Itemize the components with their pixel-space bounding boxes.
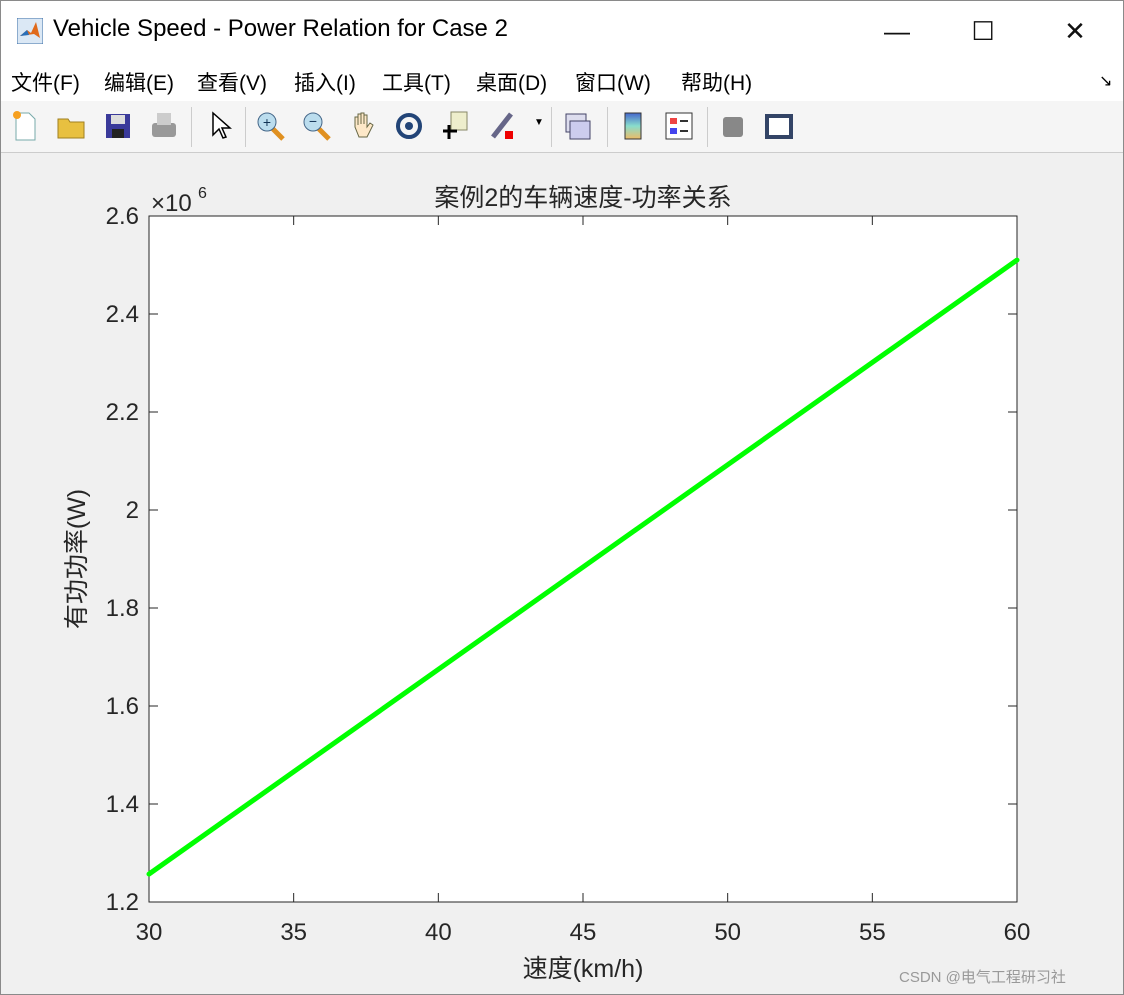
toolbar-separator [191, 107, 192, 147]
y-tick-label: 2.6 [106, 203, 139, 230]
chart-title: 案例2的车辆速度-功率关系 [434, 184, 731, 212]
toolbar-separator [707, 107, 708, 147]
x-tick-label: 30 [136, 919, 163, 946]
toolbar: + − ▼ [1, 101, 1123, 153]
link-plot-icon[interactable] [561, 109, 593, 143]
x-tick-label: 45 [570, 919, 597, 946]
close-button[interactable]: ✕ [1064, 16, 1086, 46]
chart: 30 35 40 45 50 55 60 1.2 1.4 1.6 1.8 2 2.2 2.4 2.6 ×10 6… [63, 184, 1031, 983]
select-arrow-icon[interactable] [205, 109, 237, 143]
dock-arrow-icon[interactable]: ↘ [1099, 73, 1113, 90]
zoom-in-icon[interactable]: + [255, 109, 287, 143]
x-tick-label: 40 [425, 919, 452, 946]
x-tick-label: 50 [714, 919, 741, 946]
open-icon[interactable] [55, 109, 87, 143]
menu-bar: 文件(F) 编辑(E) 查看(V) 插入(I) 工具(T) 桌面(D) 窗口(W… [1, 59, 1123, 101]
show-plot-tools-icon[interactable] [763, 109, 795, 143]
y-tick-label: 2.2 [106, 399, 139, 426]
y-exponent-label: ×10 [151, 190, 192, 217]
menu-insert[interactable]: 插入(I) [294, 72, 356, 95]
menu-window[interactable]: 窗口(W) [575, 72, 651, 95]
x-tick-label: 55 [859, 919, 886, 946]
y-axis-label: 有功功率(W) [63, 489, 91, 629]
pan-hand-icon[interactable] [347, 109, 379, 143]
y-tick-label: 2 [126, 497, 139, 524]
new-figure-icon[interactable] [9, 109, 41, 143]
y-tick-label: 1.8 [106, 595, 139, 622]
svg-text:−: − [309, 113, 317, 129]
y-tick-label: 1.4 [106, 791, 139, 818]
brush-icon[interactable] [487, 109, 519, 143]
colorbar-icon[interactable] [617, 109, 649, 143]
title-bar: Vehicle Speed - Power Relation for Case … [1, 1, 1123, 59]
x-axis-label: 速度(km/h) [523, 955, 644, 983]
maximize-button[interactable]: ☐ [971, 16, 995, 46]
y-tick-label: 2.4 [106, 301, 139, 328]
toolbar-separator [551, 107, 552, 147]
menu-view[interactable]: 查看(V) [197, 72, 267, 95]
save-icon[interactable] [102, 109, 134, 143]
x-tick-label: 35 [280, 919, 307, 946]
menu-tools[interactable]: 工具(T) [382, 72, 451, 95]
y-exponent: 6 [198, 185, 207, 202]
plot-area [148, 215, 1018, 903]
matlab-logo-icon [17, 18, 43, 44]
zoom-out-icon[interactable]: − [301, 109, 333, 143]
menu-desktop[interactable]: 桌面(D) [476, 72, 548, 95]
svg-text:+: + [263, 114, 271, 130]
data-cursor-icon[interactable] [439, 109, 471, 143]
brush-dropdown-icon[interactable]: ▼ [534, 117, 544, 128]
menu-file[interactable]: 文件(F) [11, 72, 80, 95]
rotate-3d-icon[interactable] [393, 109, 425, 143]
legend-icon[interactable] [663, 109, 695, 143]
y-tick-label: 1.6 [106, 693, 139, 720]
menu-help[interactable]: 帮助(H) [681, 72, 753, 95]
toolbar-separator [607, 107, 608, 147]
watermark: CSDN @电气工程研习社 [899, 969, 1066, 986]
window-title: Vehicle Speed - Power Relation for Case … [53, 15, 508, 42]
x-tick-label: 60 [1004, 919, 1031, 946]
hide-plot-tools-icon[interactable] [717, 109, 749, 143]
y-tick-label: 1.2 [106, 889, 139, 916]
toolbar-separator [245, 107, 246, 147]
menu-edit[interactable]: 编辑(E) [104, 72, 174, 95]
minimize-button[interactable]: — [884, 16, 910, 46]
print-icon[interactable] [148, 109, 180, 143]
series-line [146, 257, 1020, 877]
